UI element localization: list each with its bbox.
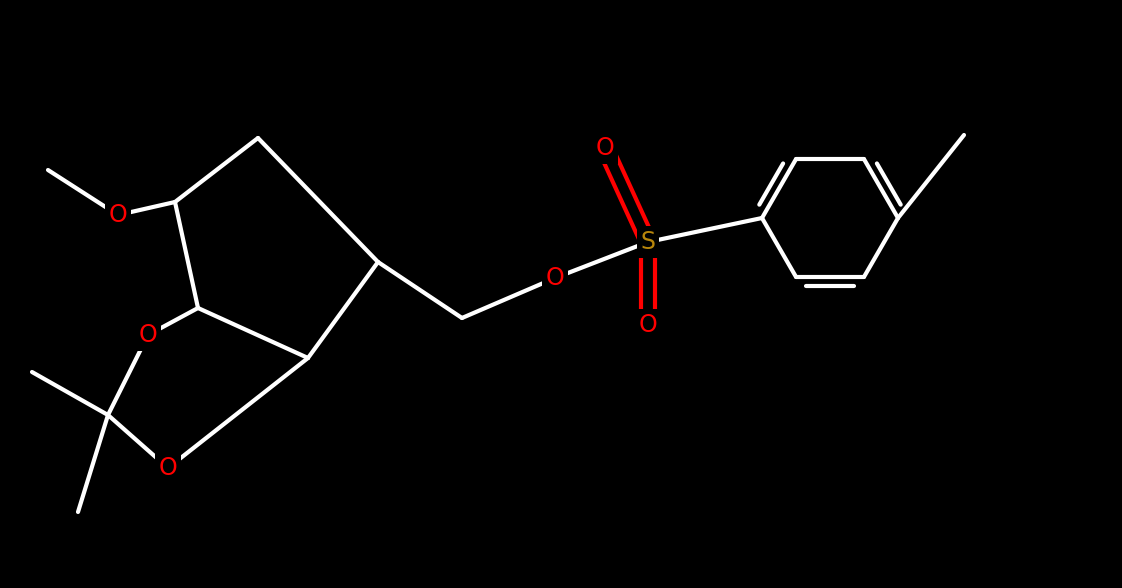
Text: O: O xyxy=(139,323,157,347)
Text: O: O xyxy=(109,203,128,227)
Text: O: O xyxy=(596,136,615,160)
Text: S: S xyxy=(641,230,655,254)
Text: O: O xyxy=(158,456,177,480)
Text: O: O xyxy=(545,266,564,290)
Text: O: O xyxy=(638,313,657,337)
